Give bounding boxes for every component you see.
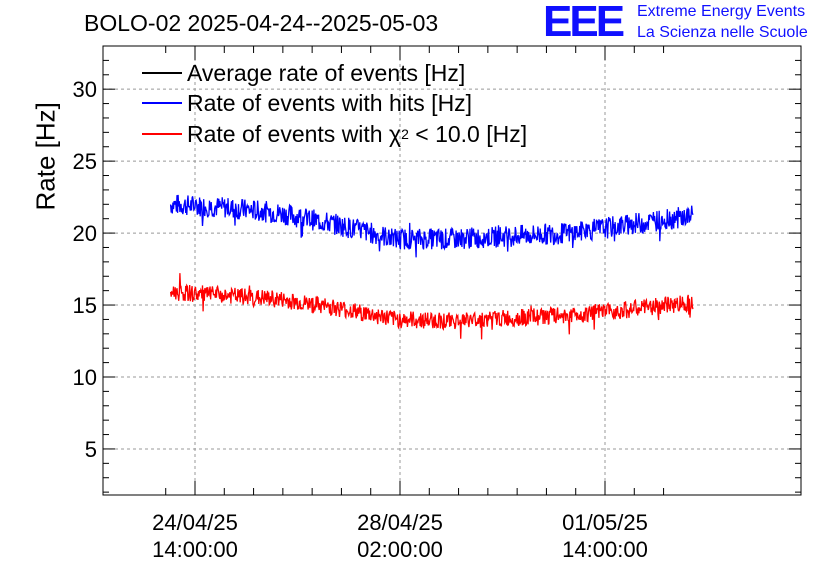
y-tick-label: 25 xyxy=(73,149,97,174)
legend-item-hits: Rate of events with hits [Hz] xyxy=(142,89,472,117)
eee-logo: EEE xyxy=(543,0,625,46)
legend-label-chi2-prefix: Rate of events with xyxy=(187,120,389,147)
x-tick-label-date: 24/04/25 xyxy=(152,510,238,535)
y-axis-label: Rate [Hz] xyxy=(30,102,61,211)
y-tick-labels: 5 10 15 20 25 30 xyxy=(73,77,97,462)
x-tick-labels: 24/04/2514:00:0028/04/2502:00:0001/05/25… xyxy=(152,510,648,562)
legend-label-chi2-suffix: < 10.0 [Hz] xyxy=(408,120,528,147)
legend-label-chi2-sup: 2 xyxy=(401,126,409,142)
x-tick-label-date: 28/04/25 xyxy=(357,510,443,535)
y-tick-label: 10 xyxy=(73,365,97,390)
x-tick-label-time: 14:00:00 xyxy=(562,537,648,562)
legend-swatch-average xyxy=(142,72,182,74)
legend-swatch-chi2 xyxy=(142,133,182,135)
x-tick-label-time: 14:00:00 xyxy=(152,537,238,562)
legend-item-average: Average rate of events [Hz] xyxy=(142,59,465,87)
series-line-hits xyxy=(169,194,694,258)
logo-line-1: Extreme Energy Events xyxy=(637,3,806,20)
y-tick-label: 30 xyxy=(73,77,97,102)
legend-swatch-hits xyxy=(142,102,182,104)
legend-label-chi2-symbol: χ xyxy=(389,120,402,147)
x-tick-label-date: 01/05/25 xyxy=(562,510,648,535)
x-tick-label-time: 02:00:00 xyxy=(357,537,443,562)
plot-frame xyxy=(102,45,802,496)
y-tick-label: 5 xyxy=(85,437,97,462)
y-tick-label: 20 xyxy=(73,221,97,246)
logo-line-2: La Scienza nelle Scuole xyxy=(637,24,808,41)
y-tick-label: 15 xyxy=(73,293,97,318)
series-line-chi2 xyxy=(169,273,694,340)
legend-label-average: Average rate of events [Hz] xyxy=(187,59,466,86)
legend-label-hits: Rate of events with hits [Hz] xyxy=(187,89,473,116)
series-layer xyxy=(169,194,694,340)
chart-title: BOLO-02 2025-04-24--2025-05-03 xyxy=(84,10,439,36)
ticks xyxy=(103,45,801,495)
